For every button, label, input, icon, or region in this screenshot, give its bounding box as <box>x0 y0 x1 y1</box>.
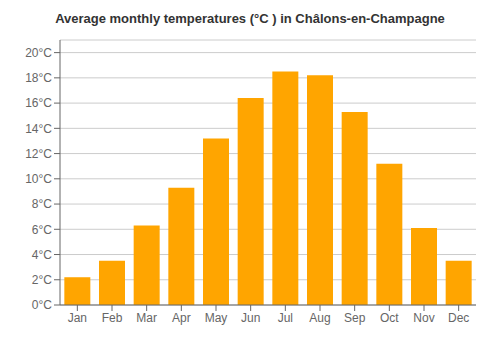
svg-text:Oct: Oct <box>380 311 399 325</box>
svg-text:8°C: 8°C <box>32 197 52 211</box>
svg-text:18°C: 18°C <box>25 71 52 85</box>
svg-text:2°C: 2°C <box>32 273 52 287</box>
svg-text:16°C: 16°C <box>25 96 52 110</box>
svg-text:Jan: Jan <box>68 311 87 325</box>
svg-text:12°C: 12°C <box>25 147 52 161</box>
svg-text:Aug: Aug <box>309 311 330 325</box>
svg-text:Apr: Apr <box>172 311 191 325</box>
svg-text:Jul: Jul <box>278 311 293 325</box>
html-text:Average monthly temperatures (: Average monthly temperatures (°C ) in Ch… <box>55 11 445 26</box>
svg-text:Sep: Sep <box>344 311 366 325</box>
svg-text:Mar: Mar <box>136 311 157 325</box>
svg-text:10°C: 10°C <box>25 172 52 186</box>
svg-text:Jun: Jun <box>241 311 260 325</box>
svg-text:20°C: 20°C <box>25 46 52 60</box>
svg-text:Dec: Dec <box>448 311 469 325</box>
svg-text:Feb: Feb <box>102 311 123 325</box>
svg-text:6°C: 6°C <box>32 223 52 237</box>
svg-text:14°C: 14°C <box>25 122 52 136</box>
svg-text:4°C: 4°C <box>32 248 52 262</box>
svg-text:May: May <box>205 311 228 325</box>
svg-text:Nov: Nov <box>413 311 434 325</box>
svg-text:0°C: 0°C <box>32 298 52 312</box>
